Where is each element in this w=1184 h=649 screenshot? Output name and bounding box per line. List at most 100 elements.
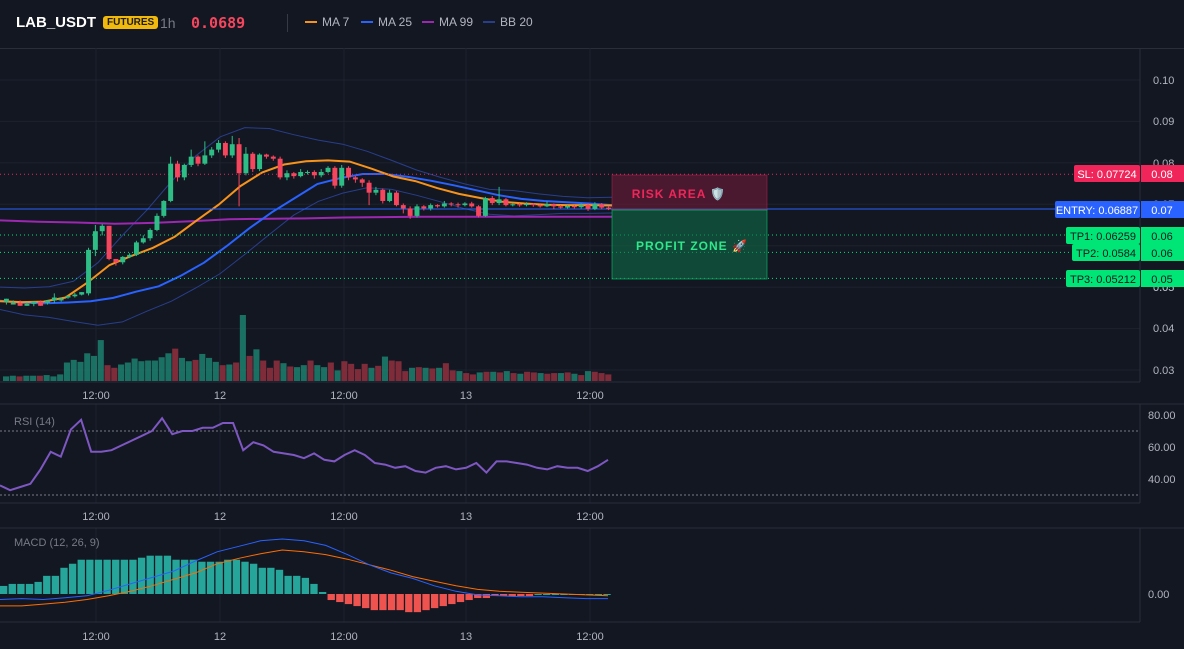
- macd-histogram-bar: [120, 559, 129, 594]
- candle-body: [99, 225, 105, 232]
- volume-bar: [409, 367, 416, 381]
- tp3-badge-label: TP3: 0.05212: [1070, 274, 1136, 286]
- volume-bar: [43, 375, 50, 381]
- macd-histogram-bar: [439, 594, 447, 607]
- symbol-name[interactable]: LAB_USDT: [16, 14, 97, 31]
- volume-bar: [199, 353, 206, 381]
- candle-body: [195, 156, 201, 164]
- candle-body: [599, 204, 605, 208]
- futures-badge: FUTURES: [103, 16, 159, 29]
- candle-body: [291, 173, 297, 177]
- profit-zone[interactable]: [611, 209, 768, 280]
- candle-body: [393, 192, 399, 206]
- candle-body: [325, 167, 331, 172]
- time-tick-label: 12:00: [82, 390, 110, 402]
- volume-bar: [172, 348, 179, 381]
- time-tick-label: 12:00: [576, 390, 604, 402]
- candle-body: [106, 225, 112, 259]
- volume-bar: [260, 360, 267, 381]
- volume-bar: [233, 362, 240, 381]
- volume-bar: [584, 371, 592, 381]
- candle-body: [51, 297, 57, 301]
- legend-ma99[interactable]: MA 99: [422, 15, 473, 29]
- candle-body: [120, 256, 126, 263]
- candle-body: [58, 298, 64, 301]
- macd-histogram-bar: [215, 561, 223, 594]
- sl-badge[interactable]: [1074, 165, 1140, 182]
- sl-badge-label: SL: 0.07724: [1077, 169, 1136, 181]
- macd-histogram-bar: [603, 594, 611, 595]
- tp2-badge[interactable]: [1072, 244, 1140, 261]
- macd-histogram-bar: [353, 594, 361, 607]
- legend-bb20-label: BB 20: [500, 15, 533, 29]
- macd-tick-label: 0.00: [1148, 589, 1169, 601]
- macd-histogram-bar: [43, 575, 51, 594]
- macd-histogram-bar: [301, 577, 310, 594]
- volume-bar: [361, 363, 368, 381]
- tp1-badge-label: TP1: 0.06259: [1070, 231, 1136, 243]
- macd-histogram-bar: [482, 594, 491, 599]
- candle-body: [339, 167, 345, 186]
- candle-body: [359, 179, 365, 183]
- time-axis[interactable]: 12:00 12 12:00 13 12:00: [82, 390, 604, 402]
- tp2-badge-label: TP2: 0.0584: [1076, 248, 1136, 260]
- tp1-badge[interactable]: [1066, 227, 1140, 244]
- tp3-badge[interactable]: [1066, 270, 1140, 287]
- entry-badge[interactable]: [1055, 201, 1140, 218]
- volume-bar: [341, 361, 348, 381]
- volume-bar: [388, 360, 395, 381]
- macd-histogram-bar: [129, 559, 137, 594]
- timeframe-selector[interactable]: 1h: [160, 15, 176, 31]
- candle-body: [318, 171, 324, 176]
- time-tick-label: 12: [214, 511, 226, 523]
- time-tick-label: 12:00: [82, 631, 110, 643]
- candle-body: [140, 238, 146, 243]
- candle-body: [181, 164, 187, 178]
- time-tick-label: 12:00: [330, 390, 358, 402]
- risk-area-zone[interactable]: [611, 174, 768, 211]
- candle-body: [462, 203, 468, 206]
- macd-histogram-bar: [112, 559, 120, 594]
- last-price: 0.0689: [191, 14, 246, 32]
- volume-bar: [496, 372, 504, 381]
- macd-histogram-bar: [25, 583, 34, 594]
- macd-histogram-bar: [181, 559, 189, 594]
- volume-bar: [544, 373, 551, 381]
- legend-ma25[interactable]: MA 25: [361, 15, 412, 29]
- volume-bar: [449, 370, 456, 381]
- ma99-line: [0, 215, 612, 225]
- legend-ma7[interactable]: MA 7: [305, 15, 349, 29]
- bollinger-upper: [0, 127, 613, 289]
- rsi-time-axis: 12:00 12 12:00 13 12:00: [82, 511, 604, 523]
- candle-body: [524, 203, 529, 206]
- macd-histogram: [0, 555, 611, 613]
- legend-ma25-swatch: [361, 20, 373, 23]
- candle-body: [366, 182, 372, 193]
- bollinger-bands: [0, 127, 613, 326]
- legend-ma99-swatch: [422, 20, 434, 23]
- macd-histogram-bar: [267, 567, 275, 594]
- price-tick-label: 0.09: [1153, 116, 1174, 128]
- candle-body: [346, 167, 352, 178]
- time-tick-label: 12: [214, 390, 226, 402]
- volume-bar: [354, 369, 361, 381]
- macd-histogram-bar: [293, 575, 301, 594]
- volume-bar: [537, 373, 544, 381]
- time-tick-label: 12:00: [330, 511, 358, 523]
- rsi-tick-label: 80.00: [1148, 410, 1176, 422]
- macd-histogram-bar: [474, 594, 482, 599]
- price-axis[interactable]: 0.100.090.080.070.060.060.050.050.040.03: [1153, 75, 1174, 377]
- volume-bar: [510, 373, 517, 381]
- macd-histogram-bar: [594, 594, 603, 595]
- bollinger-lower: [0, 187, 613, 326]
- macd-histogram-bar: [284, 575, 292, 594]
- macd-histogram-bar: [275, 569, 284, 594]
- macd-histogram-bar: [456, 594, 465, 603]
- price-tick-label: 0.10: [1153, 75, 1174, 87]
- candle-body: [496, 199, 502, 204]
- candle-body: [380, 189, 386, 201]
- macd-histogram-bar: [543, 594, 551, 595]
- legend-bb20[interactable]: BB 20: [483, 15, 533, 29]
- candle-body: [17, 302, 23, 306]
